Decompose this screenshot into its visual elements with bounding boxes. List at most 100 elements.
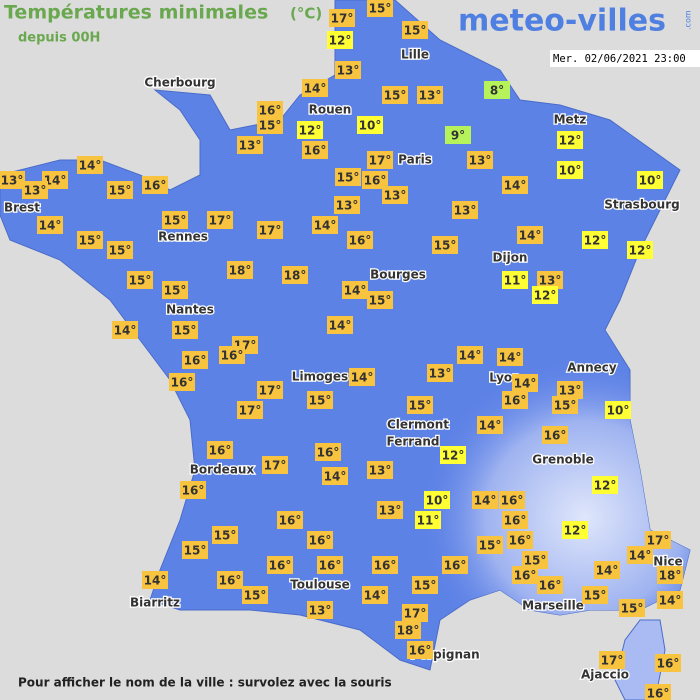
- temperature-box: [162, 211, 188, 229]
- temperature-label: 13°: [417, 86, 443, 104]
- temperature: 17°: [369, 154, 392, 168]
- temperature-box: [645, 684, 671, 700]
- temperature-label: 15°: [522, 551, 548, 569]
- temperature-label: 14°: [627, 546, 653, 564]
- temperature-box: [329, 9, 355, 27]
- temperature: 8°: [490, 84, 504, 98]
- temperature-box: [334, 196, 360, 214]
- temperature: 14°: [39, 219, 62, 233]
- city-name: Bordeaux: [190, 463, 255, 477]
- temperature-label: 15°: [182, 541, 208, 559]
- temperature-label: 8°: [484, 81, 510, 99]
- temperature-box: [599, 651, 625, 669]
- temperature-box: [127, 271, 153, 289]
- temperature-label: 12°: [627, 241, 653, 259]
- temperature-box: [37, 216, 63, 234]
- temperature: 15°: [369, 2, 392, 16]
- temperature-label: 14°: [322, 467, 348, 485]
- temperature: 10°: [426, 494, 449, 508]
- date-box: [550, 50, 700, 67]
- temperature: 14°: [314, 219, 337, 233]
- temperature-label: 14°: [502, 176, 528, 194]
- temperature-box: [512, 374, 538, 392]
- temperature-box: [417, 86, 443, 104]
- temperature-box: [372, 556, 398, 574]
- temperature: 10°: [639, 174, 662, 188]
- temperature-box: [282, 266, 308, 284]
- temperature-box: [207, 211, 233, 229]
- temperature-label: 12°: [557, 131, 583, 149]
- temperature-label: 16°: [169, 373, 195, 391]
- temperature: 17°: [259, 224, 282, 238]
- temperature-box: [432, 236, 458, 254]
- temperature: 16°: [144, 179, 167, 193]
- temperature-label: 17°: [329, 9, 355, 27]
- temperature-box: [367, 0, 393, 17]
- city-name: Dijon: [493, 251, 528, 265]
- temperature: 15°: [109, 244, 132, 258]
- temperature: 10°: [359, 119, 382, 133]
- city-name: Strasbourg: [604, 198, 679, 212]
- temperature-label: 16°: [182, 351, 208, 369]
- temperature-box: [277, 511, 303, 529]
- temperature-label: 16°: [307, 531, 333, 549]
- temperature: 12°: [584, 234, 607, 248]
- temperature-box: [312, 216, 338, 234]
- temperature-box: [637, 171, 663, 189]
- temperature-box: [502, 271, 528, 289]
- temperature: 17°: [264, 459, 287, 473]
- temperature: 15°: [244, 589, 267, 603]
- temperature-label: 12°: [582, 231, 608, 249]
- temperature-box: [557, 131, 583, 149]
- temperature: 16°: [647, 687, 670, 700]
- temperature-box: [257, 221, 283, 239]
- corsica: [614, 619, 666, 700]
- temperature-box: [77, 231, 103, 249]
- temperature-label: 16°: [655, 654, 681, 672]
- city-name: Metz: [554, 113, 587, 127]
- temperature: 13°: [239, 139, 262, 153]
- temperature-box: [477, 536, 503, 554]
- temperature-label: 10°: [424, 491, 450, 509]
- temperature: 17°: [239, 404, 262, 418]
- temperature-label: 14°: [472, 491, 498, 509]
- temperature: 16°: [509, 534, 532, 548]
- temperature: 18°: [397, 624, 420, 638]
- temperature-box: [342, 281, 368, 299]
- temperature-label: 18°: [282, 266, 308, 284]
- temperature-box: [257, 381, 283, 399]
- temperature-label: 14°: [594, 561, 620, 579]
- temperature: 15°: [259, 119, 282, 133]
- title: Températures minimales: [4, 2, 268, 24]
- temperature: 15°: [404, 24, 427, 38]
- temperature-label: 15°: [402, 21, 428, 39]
- temperature: 12°: [559, 134, 582, 148]
- temperature-label: 15°: [382, 86, 408, 104]
- city-name: Nice: [653, 555, 682, 569]
- temperature-box: [382, 86, 408, 104]
- temperature-label: 16°: [257, 101, 283, 119]
- unit: (°C): [290, 5, 322, 23]
- temperature: 15°: [479, 539, 502, 553]
- city-name: Bourges: [370, 268, 426, 282]
- temperature-box: [402, 21, 428, 39]
- temperature: 13°: [24, 184, 47, 198]
- temperature: 13°: [559, 384, 582, 398]
- temperature: 15°: [309, 394, 332, 408]
- temperature-label: 12°: [532, 286, 558, 304]
- temperature-label: 16°: [219, 346, 245, 364]
- temperature: 12°: [329, 34, 352, 48]
- temperature: 12°: [299, 124, 322, 138]
- temperature-box: [357, 116, 383, 134]
- temperature-label: 16°: [315, 443, 341, 461]
- temperature-box: [172, 321, 198, 339]
- temperature-label: 16°: [502, 511, 528, 529]
- date: Mer. 02/06/2021 23:00: [553, 53, 686, 65]
- temperature: 15°: [164, 284, 187, 298]
- temperature-label: 15°: [77, 231, 103, 249]
- temperature-box: [327, 31, 353, 49]
- temperature-label: 18°: [657, 566, 683, 584]
- city-name: Ajaccio: [581, 668, 629, 682]
- temperature-box: [367, 291, 393, 309]
- temperature: 16°: [319, 559, 342, 573]
